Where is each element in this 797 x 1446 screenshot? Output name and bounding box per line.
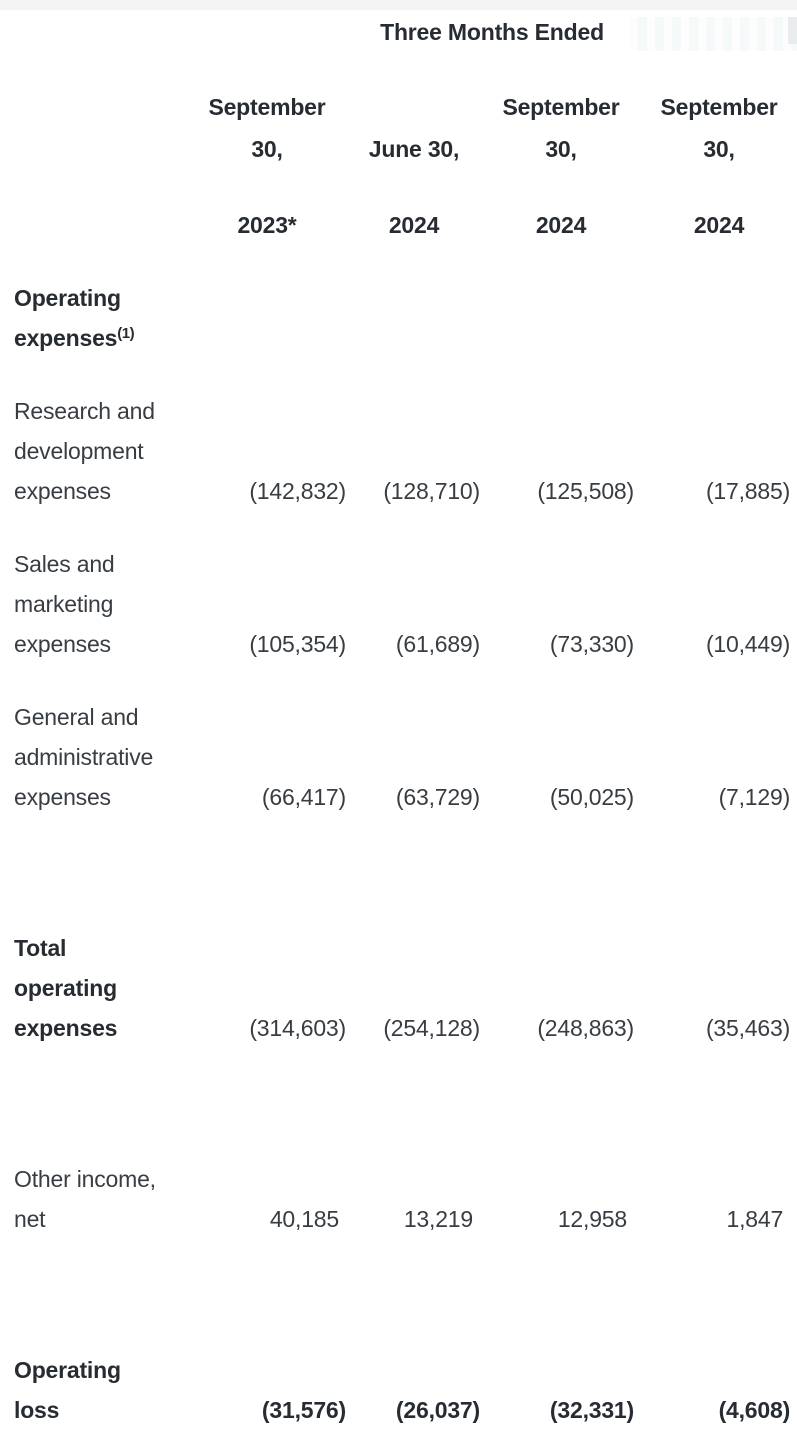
- cell-value-operating-expenses-heading-col2: [347, 245, 481, 358]
- row-label-other-income-net: Other income, net: [14, 1166, 156, 1232]
- footnote-superscript: (1): [117, 325, 135, 342]
- cell-value-operating-loss-col3: (32,331): [549, 1397, 634, 1423]
- income-statement-table: Three Months Ended September 30, June 30, S…: [0, 10, 797, 1430]
- row-label-general-and-administrative-expenses: General and administrative expenses: [14, 704, 154, 810]
- cell-value-research-and-development-expenses-col2: (128,710): [383, 478, 480, 504]
- spanner-row: Three Months Ended: [0, 10, 797, 52]
- column-year-row: 2023* 2024 2024 2024: [0, 170, 797, 245]
- cell-value-operating-loss-col4: (4,608): [718, 1397, 791, 1423]
- column-header-date-4: September 30,: [660, 94, 778, 162]
- header-corner-tab: [788, 17, 797, 44]
- column-header-date-3: September 30,: [502, 94, 620, 162]
- cell-value-general-and-administrative-expenses-col4: (7,129): [718, 784, 791, 810]
- cell-value-operating-expenses-heading-col4: [641, 245, 797, 358]
- column-date-row: September 30, June 30, September 30, Septembe…: [0, 52, 797, 170]
- row-label-research-and-development-expenses: Research and development expenses: [14, 398, 155, 504]
- table-row-other-income-net: Other income, net 40,185 13,219 12,958 1,847: [0, 1048, 797, 1239]
- cell-value-general-and-administrative-expenses-col3: (50,025): [549, 784, 634, 810]
- cell-value-total-operating-expenses-col3: (248,863): [537, 1015, 634, 1041]
- cell-value-sales-and-marketing-expenses-col1: (105,354): [249, 631, 346, 657]
- cell-value-general-and-administrative-expenses-col1: (66,417): [261, 784, 346, 810]
- cell-value-total-operating-expenses-col4: (35,463): [705, 1015, 791, 1041]
- column-header-date-2: June 30,: [368, 136, 460, 162]
- cell-value-other-income-net-col2: 13,219: [403, 1206, 473, 1232]
- cell-value-sales-and-marketing-expenses-col3: (73,330): [549, 631, 634, 657]
- cell-value-general-and-administrative-expenses-col2: (63,729): [395, 784, 480, 810]
- cell-value-other-income-net-col3: 12,958: [557, 1206, 627, 1232]
- row-label-operating-loss: Operating loss: [14, 1357, 121, 1423]
- cell-value-operating-expenses-heading-col1: [187, 245, 347, 358]
- row-label-operating-expenses-heading: Operating expenses(1): [14, 285, 135, 351]
- date-row-spacer: [0, 52, 187, 170]
- table-row-general-and-administrative-expenses: General and administrative expenses (66,417…: [0, 664, 797, 817]
- table-row-sales-and-marketing-expenses: Sales and marketing expenses (105,354) (61,6…: [0, 511, 797, 664]
- row-label-total-operating-expenses: Total operating expenses: [14, 935, 118, 1041]
- cell-value-operating-loss-col2: (26,037): [395, 1397, 480, 1423]
- table-spanner-title: Three Months Ended: [380, 19, 604, 45]
- row-label-sales-and-marketing-expenses: Sales and marketing expenses: [14, 551, 115, 657]
- cell-value-operating-expenses-heading-col3: [481, 245, 641, 358]
- cell-value-operating-loss-col1: (31,576): [261, 1397, 346, 1423]
- spanner-spacer: [0, 10, 187, 52]
- cell-value-sales-and-marketing-expenses-col4: (10,449): [705, 631, 791, 657]
- cell-value-research-and-development-expenses-col1: (142,832): [249, 478, 346, 504]
- cell-value-total-operating-expenses-col1: (314,603): [249, 1015, 346, 1041]
- table-row-operating-loss: Operating loss (31,576) (26,037) (32,331) (4,…: [0, 1239, 797, 1430]
- cell-value-other-income-net-col4: 1,847: [726, 1206, 784, 1232]
- cell-value-research-and-development-expenses-col3: (125,508): [537, 478, 634, 504]
- table-row-total-operating-expenses: Total operating expenses (314,603) (254,128)…: [0, 817, 797, 1048]
- year-row-spacer: [0, 170, 187, 245]
- table-row-research-and-development-expenses: Research and development expenses (142,832)…: [0, 358, 797, 511]
- column-header-year-4: 2024: [693, 212, 745, 238]
- table-row-operating-expenses-heading: Operating expenses(1): [0, 245, 797, 358]
- cell-value-research-and-development-expenses-col4: (17,885): [705, 478, 791, 504]
- cell-value-sales-and-marketing-expenses-col2: (61,689): [395, 631, 480, 657]
- top-strip: [0, 0, 797, 10]
- cell-value-other-income-net-col1: 40,185: [269, 1206, 339, 1232]
- column-header-year-1: 2023*: [237, 212, 297, 238]
- column-header-date-1: September 30,: [208, 94, 326, 162]
- column-header-year-3: 2024: [535, 212, 587, 238]
- column-header-year-2: 2024: [388, 212, 440, 238]
- header-stripe-band: [630, 17, 797, 51]
- cell-value-total-operating-expenses-col2: (254,128): [383, 1015, 480, 1041]
